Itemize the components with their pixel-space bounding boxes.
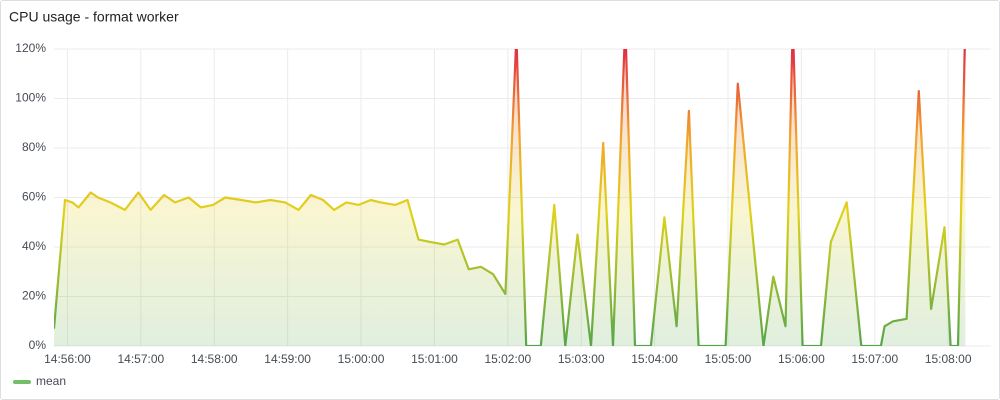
series-line — [54, 49, 966, 346]
y-tick-label: 100% — [15, 91, 46, 105]
x-tick-label: 15:06:00 — [778, 352, 825, 366]
x-tick-label: 15:02:00 — [484, 352, 531, 366]
y-tick-label: 20% — [22, 289, 46, 303]
plot — [54, 49, 966, 346]
x-tick-label: 14:59:00 — [264, 352, 311, 366]
x-tick-label: 14:57:00 — [117, 352, 164, 366]
x-tick-label: 14:58:00 — [191, 352, 238, 366]
y-tick-label: 120% — [15, 41, 46, 55]
y-tick-label: 0% — [29, 338, 47, 352]
x-tick-label: 14:56:00 — [44, 352, 91, 366]
y-tick-label: 40% — [22, 239, 46, 253]
x-tick-label: 15:05:00 — [705, 352, 752, 366]
y-tick-label: 60% — [22, 190, 46, 204]
legend-label: mean — [36, 374, 66, 388]
panel-title: CPU usage - format worker — [9, 9, 179, 25]
x-tick-label: 15:01:00 — [411, 352, 458, 366]
x-tick-label: 15:00:00 — [338, 352, 385, 366]
x-tick-label: 15:03:00 — [558, 352, 605, 366]
x-tick-label: 15:07:00 — [851, 352, 898, 366]
y-tick-label: 80% — [22, 140, 46, 154]
x-tick-label: 15:08:00 — [925, 352, 972, 366]
x-tick-label: 15:04:00 — [631, 352, 678, 366]
